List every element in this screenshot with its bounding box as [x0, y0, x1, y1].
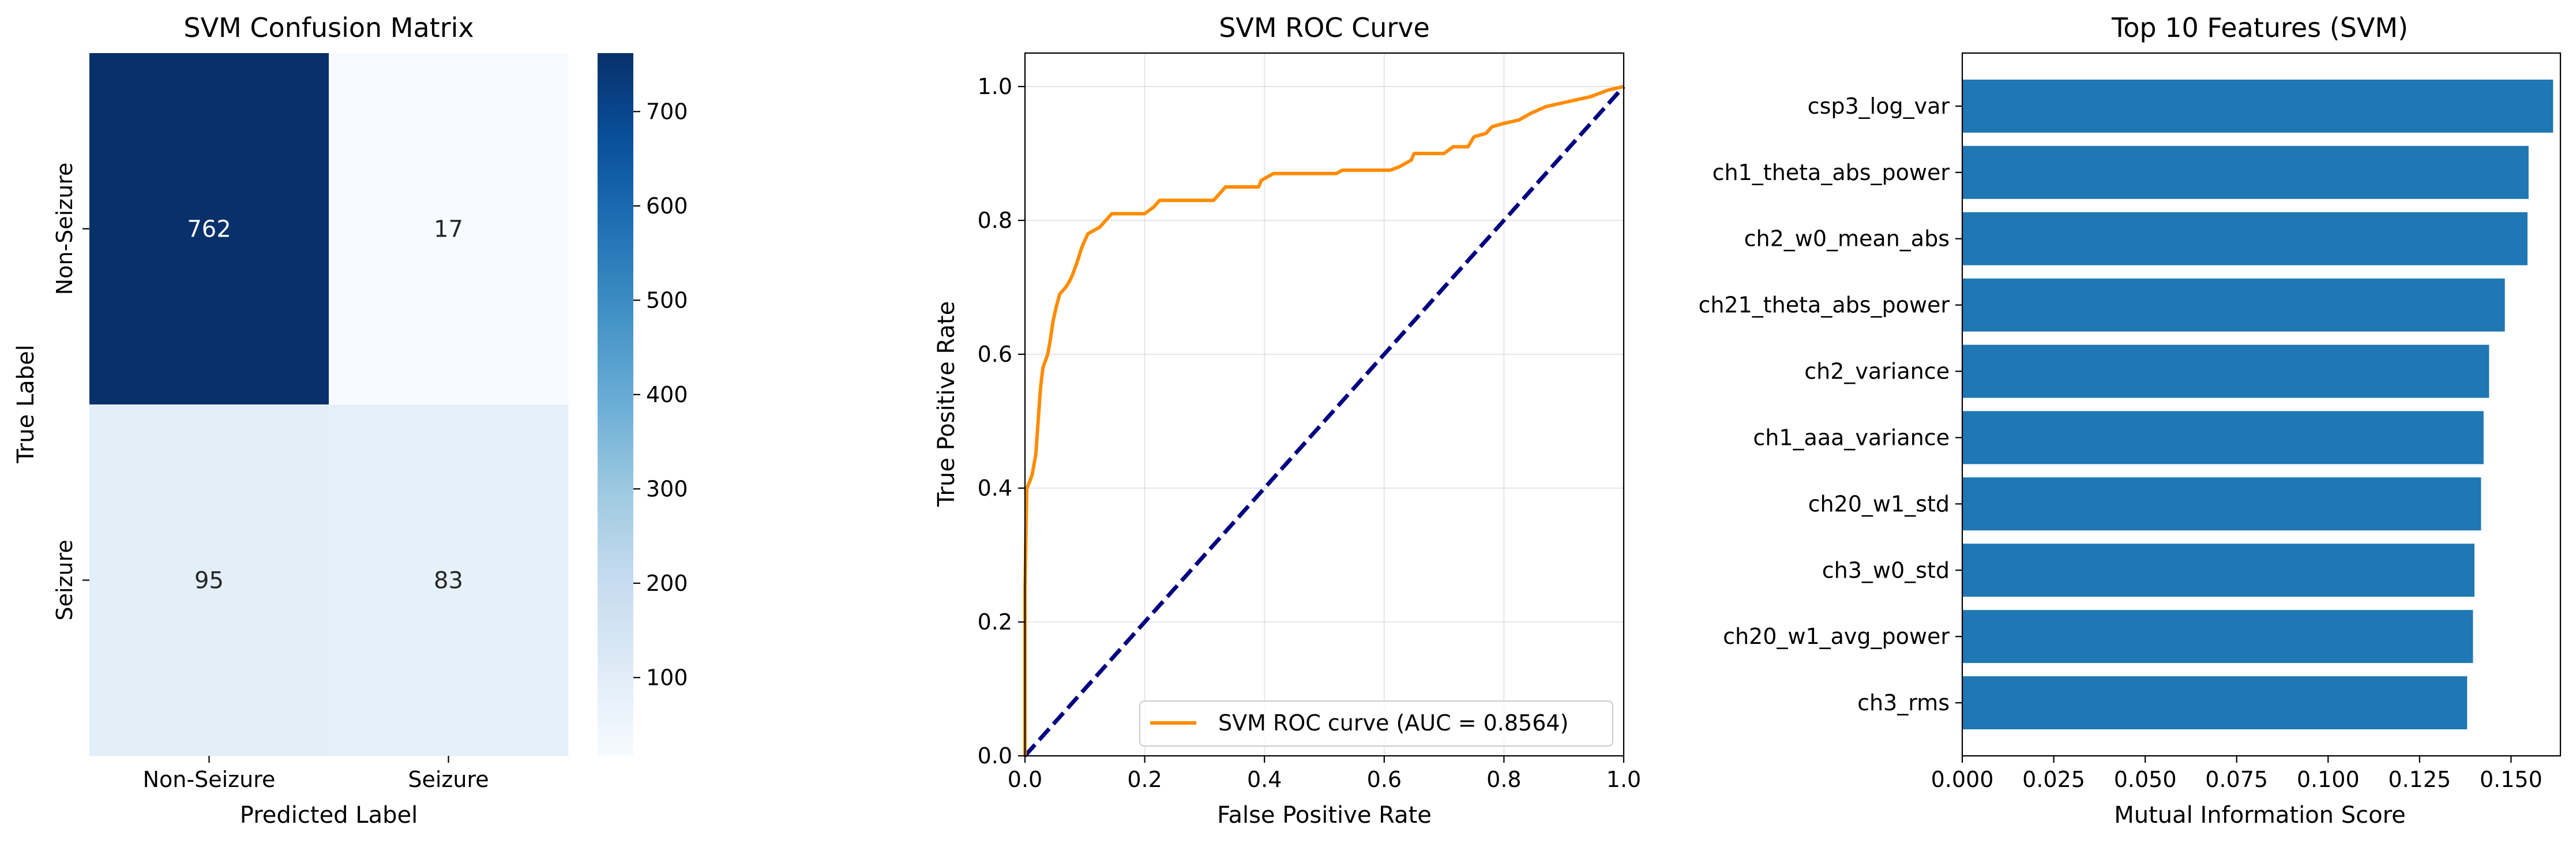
roc-legend-label: SVM ROC curve (AUC = 0.8564) [1218, 710, 1568, 736]
roc-title: SVM ROC Curve [1219, 12, 1430, 43]
roc-x-tick-label: 0.0 [1008, 767, 1042, 792]
roc-grid [1024, 53, 1624, 756]
cm-x-axis-label: Predicted Label [240, 802, 418, 829]
feature-bar [1962, 344, 2489, 398]
cm-colorbar-tick-label: 400 [646, 382, 688, 407]
roc-legend-box [1139, 700, 1613, 747]
roc-x-tick-label: 0.6 [1367, 767, 1402, 792]
roc-y-tick-label: 0.0 [978, 743, 1012, 769]
cm-cell-value: 762 [187, 216, 231, 243]
features-x-axis-label: Mutual Information Score [2114, 802, 2406, 829]
feature-label: ch3_rms [1857, 690, 1950, 715]
feature-importance-panel: Top 10 Features (SVM) csp3_log_var ch1_th… [1698, 12, 2562, 829]
roc-y-tick-label: 0.4 [978, 475, 1012, 501]
feature-x-tick-label: 0.125 [2388, 767, 2451, 792]
cm-cells [89, 53, 569, 756]
feature-x-ticks: 0.000 0.025 0.050 0.075 0.100 0.125 0.150 [1931, 756, 2543, 792]
roc-plot-frame [1024, 52, 1625, 757]
cm-x-ticks: Non-Seizure Seizure [143, 756, 489, 792]
cm-y-axis-label: True Label [13, 344, 39, 464]
cm-x-tick-label: Seizure [408, 767, 489, 792]
cm-annotations: 762 17 95 83 [187, 216, 463, 594]
roc-x-tick-label: 0.8 [1486, 767, 1521, 792]
features-title: Top 10 Features (SVM) [2111, 12, 2408, 43]
roc-curve-line [1023, 85, 1624, 756]
roc-y-tick-label: 0.8 [978, 208, 1012, 233]
cm-cell-value: 95 [194, 568, 224, 594]
feature-label: csp3_log_var [1808, 93, 1950, 119]
roc-y-tick-label: 0.2 [978, 609, 1012, 635]
cm-cell [329, 404, 569, 756]
cm-y-tick-label: Non-Seizure [52, 163, 77, 295]
feature-label: ch3_w0_std [1822, 557, 1950, 583]
feature-x-tick-label: 0.150 [2480, 767, 2543, 792]
roc-x-tick-label: 1.0 [1606, 767, 1641, 792]
roc-chance-line [1023, 85, 1625, 758]
feature-bar [1962, 145, 2529, 199]
roc-x-axis-label: False Positive Rate [1217, 802, 1432, 829]
feature-bar [1962, 411, 2484, 464]
cm-colorbar-ticks: 100 200 300 400 500 600 700 [633, 99, 688, 690]
feature-bar [1962, 676, 2468, 730]
feature-bar [1962, 477, 2481, 531]
feature-x-tick-label: 0.075 [2205, 767, 2268, 792]
features-plot-frame [1961, 52, 2562, 757]
cm-y-ticks: Non-Seizure Seizure [52, 163, 89, 621]
roc-y-ticks: 0.0 0.2 0.4 0.6 0.8 1.0 [978, 74, 1025, 769]
cm-colorbar [598, 53, 633, 756]
confusion-matrix-panel: SVM Confusion Matrix 762 17 95 83 Non-Seizu… [13, 12, 688, 829]
cm-cell [329, 53, 569, 405]
cm-colorbar-tick-label: 700 [646, 99, 688, 124]
roc-y-tick-label: 1.0 [978, 74, 1012, 99]
cm-cell [89, 53, 329, 405]
cm-colorbar-tick-label: 300 [646, 476, 688, 501]
roc-x-ticks: 0.0 0.2 0.4 0.6 0.8 1.0 [1008, 756, 1641, 792]
feature-bar [1962, 79, 2554, 133]
cm-cell [89, 404, 329, 756]
roc-legend: SVM ROC curve (AUC = 0.8564) [1139, 700, 1613, 747]
feature-label: ch2_w0_mean_abs [1744, 226, 1950, 252]
feature-bar [1962, 278, 2505, 332]
cm-title: SVM Confusion Matrix [183, 12, 474, 43]
roc-x-tick-label: 0.2 [1127, 767, 1162, 792]
roc-y-tick-label: 0.6 [978, 342, 1012, 367]
cm-cell-value: 17 [434, 216, 463, 243]
roc-x-tick-label: 0.4 [1247, 767, 1282, 792]
cm-y-tick-label: Seizure [52, 539, 77, 620]
feature-bars [1962, 79, 2554, 730]
roc-y-axis-label: True Positive Rate [933, 301, 960, 507]
feature-label: ch21_theta_abs_power [1698, 293, 1950, 318]
cm-colorbar-tick-label: 500 [646, 287, 688, 313]
feature-label: ch2_variance [1804, 359, 1950, 384]
feature-x-tick-label: 0.025 [2022, 767, 2085, 792]
feature-x-tick-label: 0.100 [2297, 767, 2360, 792]
feature-x-tick-label: 0.050 [2114, 767, 2177, 792]
feature-bar [1962, 544, 2474, 597]
feature-bar [1962, 610, 2473, 664]
cm-x-tick-label: Non-Seizure [143, 767, 276, 792]
feature-label: ch1_aaa_variance [1753, 425, 1950, 450]
cm-cell-value: 83 [434, 568, 463, 594]
feature-label: ch20_w1_std [1808, 491, 1950, 516]
cm-colorbar-tick-label: 200 [646, 571, 688, 596]
roc-lines [1023, 85, 1625, 758]
roc-panel: SVM ROC Curve 0.0 0.2 0.4 0.6 0.8 1.0 0.00.20… [933, 12, 1641, 829]
feature-label: ch1_theta_abs_power [1713, 160, 1950, 185]
cm-colorbar-tick-label: 100 [646, 665, 688, 690]
feature-x-tick-label: 0.000 [1931, 767, 1994, 792]
feature-bar [1962, 212, 2528, 265]
feature-label: ch20_w1_avg_power [1723, 624, 1950, 649]
feature-y-ticks: csp3_log_var ch1_theta_abs_power ch2_w0_me… [1698, 93, 1962, 715]
cm-colorbar-tick-label: 600 [646, 193, 688, 219]
